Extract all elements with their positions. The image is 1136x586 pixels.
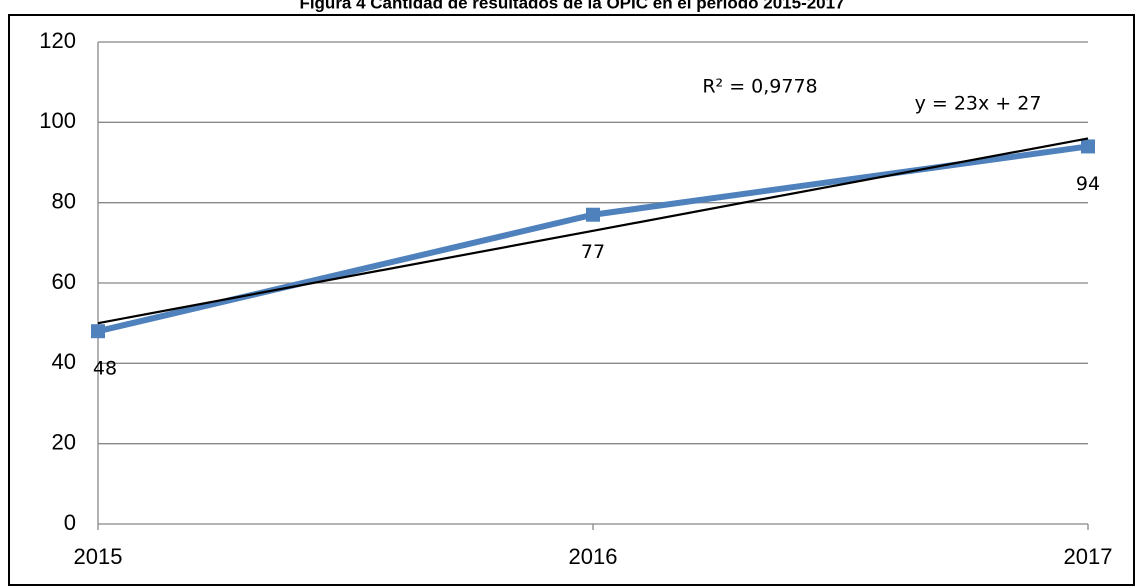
y-tick-label: 20	[52, 429, 76, 454]
chart-title: Figura 4 Cantidad de resultados de la OP…	[299, 0, 844, 12]
data-label: 48	[93, 358, 117, 380]
x-tick-label: 2015	[74, 544, 123, 569]
marker	[91, 324, 105, 339]
chart-frame	[8, 14, 1135, 586]
y-tick-label: 40	[52, 349, 76, 374]
equation-annotation: y = 23x + 27	[915, 93, 1042, 115]
y-tick-label: 0	[64, 510, 76, 535]
marker	[1081, 139, 1095, 154]
trendline	[97, 137, 1089, 325]
x-tick-label: 2017	[1064, 544, 1113, 569]
data-label: 77	[581, 241, 605, 263]
y-tick-label: 120	[39, 28, 76, 53]
x-tick-label: 2016	[569, 544, 618, 569]
marker	[586, 207, 600, 222]
y-tick-label: 80	[52, 188, 76, 213]
y-tick-label: 100	[39, 108, 76, 133]
y-tick-label: 60	[52, 269, 76, 294]
r2-annotation: R² = 0,9778	[702, 76, 817, 98]
data-label: 94	[1076, 173, 1100, 195]
